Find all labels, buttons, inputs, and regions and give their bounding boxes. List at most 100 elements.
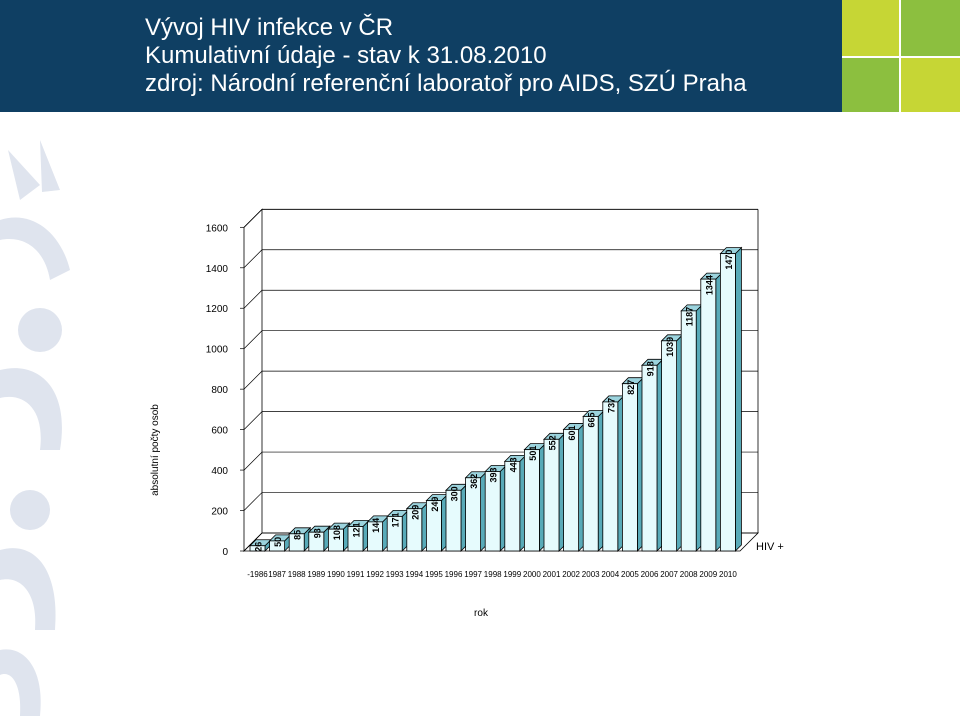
bar-value-label: 1470 [724,250,734,270]
bar-value-label: 827 [626,380,636,395]
bar: 501 [523,442,547,552]
bar-value-label: 144 [371,518,381,533]
tile-light-green-2 [901,58,960,112]
bar-value-label: 26 [254,542,264,552]
tile-green-2 [842,58,899,112]
bar-front [327,528,344,552]
bar: 300 [445,483,468,552]
bar-front [249,545,266,552]
y-tick-label: 0 [222,547,228,558]
bar-value-label: 50 [273,537,283,547]
bar: 249 [425,493,449,552]
bar-value-label: 918 [646,361,656,376]
title-line-2: Kumulativní údaje - stav k 31.08.2010 [145,42,547,69]
bar: 362 [464,470,488,552]
bar: 108 [327,522,351,552]
bar-value-label: 501 [528,446,538,461]
x-tick-labels: -1986 1987 1988 1989 1990 1991 1992 1993 1994 199… [247,570,737,579]
bar-front [484,471,501,552]
x-tick-label: 1989 [307,570,325,579]
bar-value-label: 552 [548,435,558,450]
x-tick-label: 2001 [543,570,561,579]
bar-front [367,521,384,552]
x-axis-label: rok [474,608,489,619]
gridline [243,330,758,349]
bar: 171 [386,509,410,552]
y-tick-labels: 0 200 400 600 800 1000 1200 1400 1600 [206,223,244,558]
bar-front [543,438,560,552]
bar-value-label: 108 [332,525,342,540]
legend-label-hiv: HIV + [756,541,784,553]
bar: 93 [307,525,331,552]
bar: 1039 [660,333,684,552]
bar-value-label: 300 [450,486,460,501]
header-color-tiles [842,0,960,112]
bar-front [661,340,677,552]
bar: 1344 [699,272,723,552]
bar-front [622,383,638,552]
x-tick-label: 1993 [386,570,404,579]
bar-front [425,500,442,552]
chart-legend: HIV + [756,541,784,553]
bar-front [582,416,599,552]
x-tick-label: 2005 [621,570,639,579]
bar-front [524,449,540,552]
bar-front [288,533,305,552]
bar: 827 [621,376,645,552]
y-axis-label: absolutní počty osob [150,404,161,496]
y-tick-label: 600 [211,426,228,437]
bar-value-label: 249 [430,497,440,512]
bar-value-label: 362 [469,474,479,489]
bar-front [445,489,462,552]
x-tick-label: 1995 [425,570,443,579]
y-tick-label: 1600 [206,223,229,234]
y-tick-label: 800 [211,385,228,396]
bar: 665 [582,409,606,552]
x-tick-label: 1988 [288,570,306,579]
x-tick-label: 1994 [405,570,423,579]
y-tick-label: 1200 [206,304,229,315]
title-line-1: Vývoj HIV infekce v ČR [145,14,394,41]
tile-light-green [842,0,899,56]
x-tick-label: 1991 [347,570,365,579]
bar-value-label: 393 [489,467,499,482]
title-line-3: zdroj: Národní referenční laboratoř pro … [145,70,747,97]
bar-front [406,508,423,552]
bar-front [641,364,658,552]
bar: 443 [503,454,527,552]
bar-front [504,460,521,552]
gridline [243,370,758,390]
y-tick-label: 200 [211,507,228,518]
bar-front [386,516,403,552]
bar-front [347,526,364,552]
bar: 121 [347,519,370,552]
x-tick-label: 2003 [582,570,600,579]
x-tick-label: 2008 [680,570,698,579]
bar-value-label: 1344 [704,275,714,295]
bar-value-label: 1039 [665,337,675,357]
y-tick-label: 1000 [206,345,229,356]
title-banner: Vývoj HIV infekce v ČR Kumulativní údaje… [0,0,842,112]
gridline [243,208,758,228]
bar-value-label: 665 [587,412,597,427]
bar-front [269,540,286,552]
bar-front [700,278,717,552]
y-tick-label: 400 [211,466,228,477]
x-tick-label: 1996 [445,570,463,579]
gridline [243,249,758,269]
bar: 1187 [680,303,704,552]
x-tick-label: 2006 [641,570,659,579]
x-tick-label: 2009 [699,570,717,579]
bar: 144 [366,514,390,552]
bar-value-label: 601 [567,425,577,440]
decorative-figure-icon [0,140,70,716]
bar-front [308,531,325,552]
bar-value-label: 443 [508,457,518,472]
bar: 209 [405,501,429,552]
x-tick-label: 1999 [503,570,521,579]
bar: 50 [268,533,292,552]
bar: 737 [601,394,625,552]
bar-side [735,246,742,552]
bar-value-label: 85 [293,530,303,540]
x-tick-label: 2004 [601,570,619,579]
